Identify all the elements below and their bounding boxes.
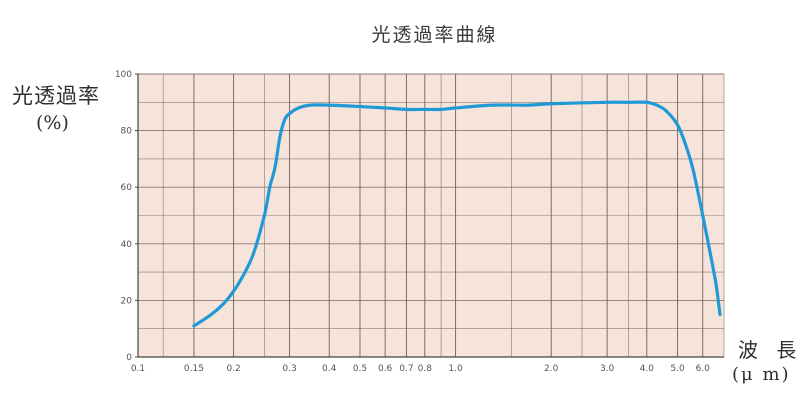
- x-tick-label: 0.3: [282, 364, 296, 374]
- y-axis-unit: (%): [36, 112, 69, 134]
- x-tick-label: 0.1: [131, 364, 145, 374]
- x-tick-label: 0.4: [322, 364, 337, 374]
- x-tick-label: 5.0: [670, 364, 685, 374]
- x-tick-label: 0.5: [353, 364, 367, 374]
- x-tick-label: 4.0: [640, 364, 655, 374]
- y-axis-label: 光透過率: [12, 84, 100, 108]
- x-axis-unit: (μ m): [732, 364, 791, 385]
- x-tick-label: 0.2: [226, 364, 240, 374]
- y-tick-label: 100: [115, 70, 132, 80]
- axes: [137, 74, 724, 358]
- chart-title: 光透過率曲線: [371, 24, 498, 46]
- y-tick-label: 0: [126, 353, 132, 363]
- x-axis-label: 波 長: [738, 338, 803, 362]
- x-tick-label: 0.6: [378, 364, 393, 374]
- x-tick-label: 3.0: [600, 364, 615, 374]
- y-tick-label: 40: [121, 240, 133, 250]
- x-tick-label: 2.0: [544, 364, 559, 374]
- y-tick-label: 60: [121, 183, 133, 193]
- x-tick-label: 0.8: [418, 364, 433, 374]
- x-tick-label: 0.15: [184, 364, 204, 374]
- transmittance-curve: [192, 100, 722, 328]
- x-tick-label: 6.0: [696, 364, 711, 374]
- y-tick-label: 80: [121, 127, 133, 137]
- tick-labels: 0 20 40 60 80 100 0.1 0.15 0.2 0.3 0.4 0.5 0.6 0.7 0.8…: [115, 70, 710, 374]
- y-tick-label: 20: [121, 296, 133, 306]
- x-tick-label: 0.7: [399, 364, 413, 374]
- x-tick-label: 1.0: [448, 364, 463, 374]
